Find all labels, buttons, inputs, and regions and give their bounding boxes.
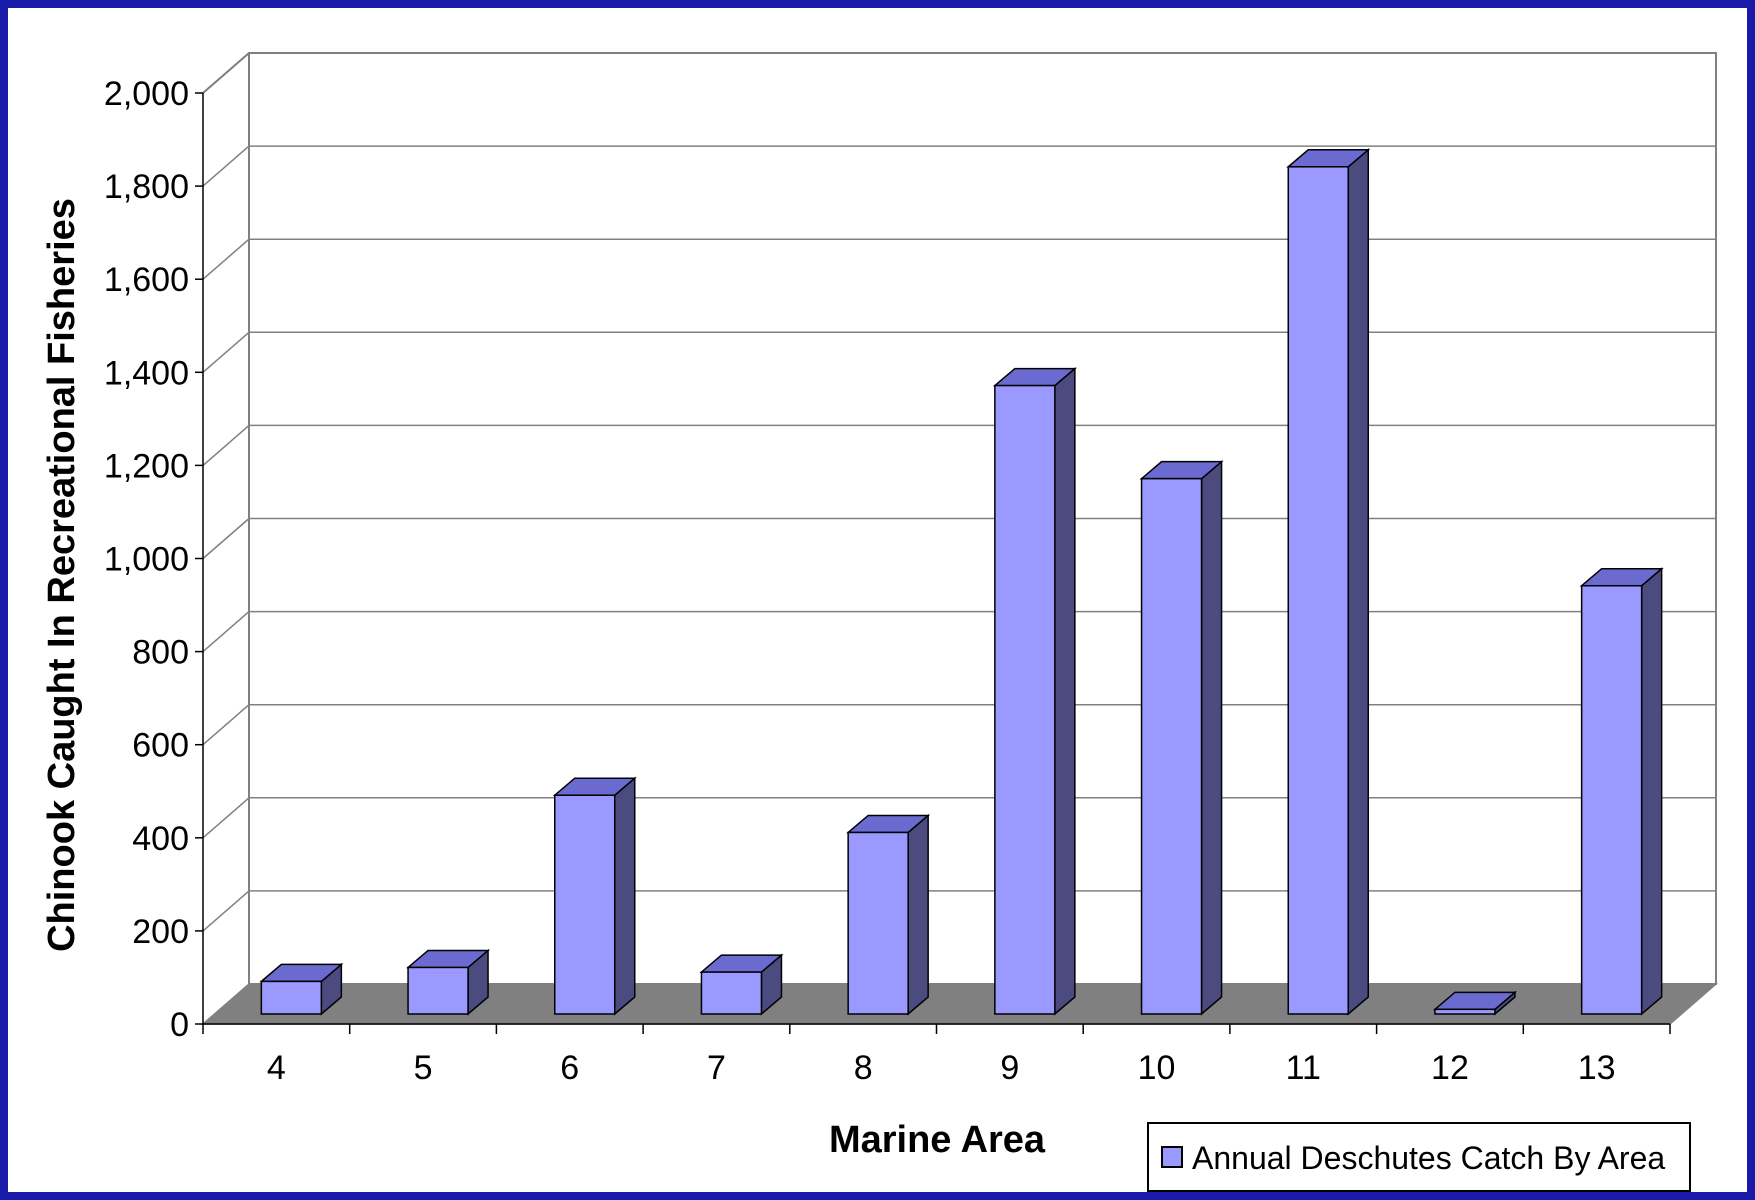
- legend-swatch: [1161, 1146, 1183, 1168]
- y-axis-title: Chinook Caught In Recreational Fisheries: [41, 198, 83, 952]
- bar-front: [554, 794, 616, 1015]
- x-tick-label: 13: [1578, 1049, 1616, 1087]
- gridline-side: [202, 52, 250, 94]
- bar-chart: 0 200 400 600 800 1,000 1,200 1,400 1,600 1,800 2,…: [41, 52, 1719, 1192]
- y-tick-label: 200: [132, 913, 189, 951]
- bar-front: [1434, 1008, 1496, 1015]
- gridline-side: [202, 424, 250, 466]
- x-tick-label: 8: [854, 1049, 873, 1087]
- bar-front: [1580, 584, 1643, 1015]
- bar-front: [1140, 477, 1203, 1015]
- x-tick-label: 7: [707, 1049, 726, 1087]
- x-tick-label: 11: [1286, 1049, 1321, 1087]
- y-tick-label: 600: [132, 727, 189, 765]
- y-tick-label: 1,600: [104, 261, 189, 299]
- gridline-side: [202, 890, 250, 932]
- legend: Annual Deschutes Catch By Area: [1147, 1122, 1691, 1192]
- legend-box: [1147, 1122, 1691, 1192]
- gridline-side: [202, 331, 250, 373]
- bar-front: [847, 831, 909, 1015]
- bar: [846, 813, 931, 1016]
- x-tick-label: 10: [1138, 1049, 1176, 1087]
- bar: [1432, 990, 1517, 1016]
- x-tick-label: 12: [1431, 1049, 1469, 1087]
- bar-front: [407, 966, 469, 1015]
- bar: [406, 948, 491, 1016]
- x-tick-label: 5: [414, 1049, 433, 1087]
- bar: [992, 366, 1077, 1016]
- x-axis-title: Marine Area: [829, 1119, 1046, 1161]
- bar: [1286, 148, 1371, 1016]
- y-tick-label: 1,000: [104, 541, 189, 579]
- bar: [1579, 567, 1664, 1016]
- y-tick-label: 0: [170, 1006, 189, 1044]
- gridline-side: [202, 238, 250, 280]
- y-tick-label: 1,200: [104, 447, 189, 485]
- gridline-side: [202, 611, 250, 653]
- bar-side: [1640, 567, 1663, 1016]
- gridline-side: [202, 797, 250, 839]
- bar-front: [260, 980, 323, 1015]
- y-tick-label: 1,800: [104, 168, 189, 206]
- x-tick-label: 6: [560, 1049, 579, 1087]
- x-axis: 4 5 6 7 8 9 10 11 12 13: [202, 1023, 1671, 1087]
- gridline-side: [202, 704, 250, 746]
- bar: [1139, 460, 1224, 1016]
- bar-front: [700, 971, 763, 1015]
- bar-side: [1347, 148, 1369, 1016]
- bar-front: [1287, 166, 1349, 1015]
- bar: [699, 953, 784, 1016]
- x-tick-label: 9: [1000, 1049, 1019, 1087]
- y-tick-label: 400: [132, 820, 189, 858]
- bar-side: [1200, 460, 1223, 1016]
- gridline-side: [202, 517, 250, 560]
- gridline-side: [202, 145, 250, 187]
- y-axis: 0 200 400 600 800 1,000 1,200 1,400 1,600 1,800 2,…: [104, 75, 204, 1044]
- y-tick-label: 2,000: [104, 75, 189, 113]
- bar-side: [907, 813, 929, 1016]
- y-tick-label: 1,400: [104, 354, 189, 392]
- bar-front: [994, 384, 1056, 1015]
- chart-frame: 0 200 400 600 800 1,000 1,200 1,400 1,600 1,800 2,…: [8, 8, 1747, 1192]
- gridlines: [202, 52, 1716, 932]
- y-tick-label: 800: [132, 634, 189, 672]
- bars: [259, 148, 1664, 1016]
- bar: [259, 962, 344, 1016]
- legend-label: Annual Deschutes Catch By Area: [1192, 1140, 1665, 1176]
- x-tick-label: 4: [267, 1049, 286, 1087]
- bar-side: [614, 776, 636, 1016]
- bar: [552, 776, 637, 1016]
- bar-side: [1054, 366, 1076, 1016]
